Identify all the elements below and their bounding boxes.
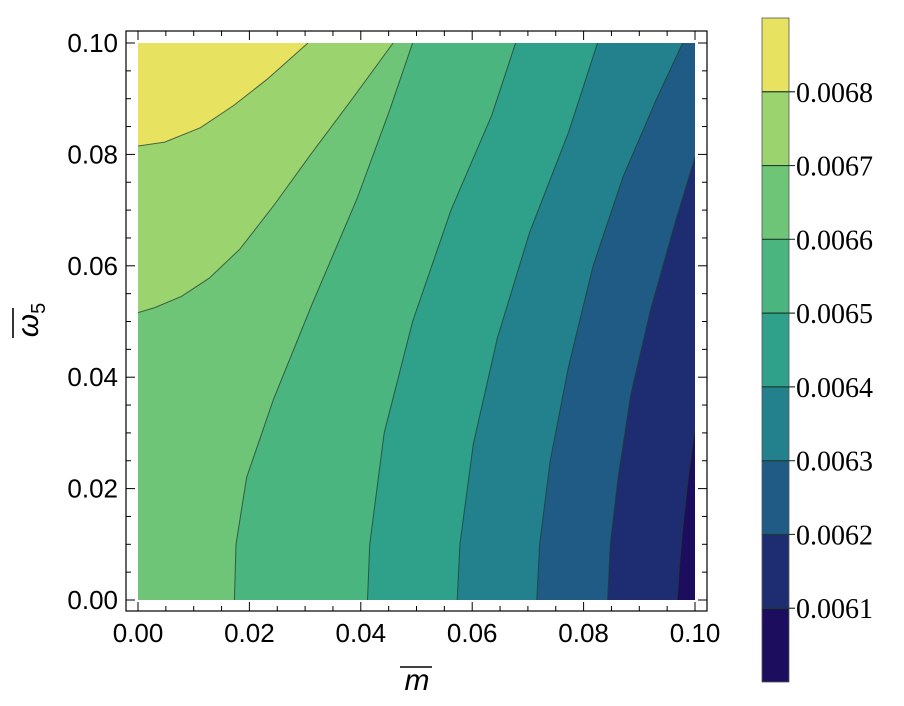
contour-line-0.0065 <box>367 43 517 600</box>
colorbar-swatch <box>762 91 789 166</box>
y-tick-label: 0.06 <box>67 251 118 281</box>
colorbar-label: 0.0061 <box>796 594 873 625</box>
colorbar-label: 0.0068 <box>796 78 873 109</box>
colorbar-swatch <box>762 239 789 314</box>
x-axis-label: m <box>405 664 430 697</box>
contour-line-0.0064 <box>456 43 598 600</box>
tick-labels: 0.00 0.02 0.04 0.06 0.08 0.10 0.00 0.02 0.04 0.06… <box>67 28 720 648</box>
colorbar-swatch <box>762 165 789 240</box>
y-tick-label: 0.10 <box>67 28 118 58</box>
y-tick-label: 0.08 <box>67 139 118 169</box>
colorbar-label: 0.0065 <box>796 299 873 330</box>
svg-text:ω5: ω5 <box>12 303 50 338</box>
contour-line-0.0062 <box>607 157 695 600</box>
colorbar-label: 0.0062 <box>796 520 873 551</box>
contour-line-0.0066 <box>233 43 414 600</box>
y-tick-label: 0.02 <box>67 474 118 504</box>
contour-band-above-0.0068 <box>138 43 308 146</box>
x-tick-label: 0.00 <box>113 618 164 648</box>
contour-line-0.0063 <box>536 43 684 600</box>
contour-lines <box>138 43 695 600</box>
x-axis-title: m <box>400 664 432 697</box>
y-axis-title: ω5 <box>12 303 50 338</box>
colorbar-swatch <box>762 460 789 535</box>
colorbar-label: 0.0063 <box>796 447 873 478</box>
colorbar-label: 0.0064 <box>796 373 873 404</box>
colorbar-label: 0.0067 <box>796 152 873 183</box>
y-axis-label-subscript: 5 <box>28 303 50 314</box>
contour-bands <box>138 43 695 600</box>
x-tick-label: 0.02 <box>224 618 275 648</box>
x-tick-label: 0.06 <box>447 618 498 648</box>
contour-line-0.0067 <box>138 43 394 314</box>
colorbar: 0.0061 0.0062 0.0063 0.0064 0.0065 0.0066 0.00… <box>761 17 873 683</box>
axis-ticks <box>126 31 707 611</box>
colorbar-label: 0.0066 <box>796 225 873 256</box>
x-tick-label: 0.08 <box>558 618 609 648</box>
colorbar-swatch <box>762 313 789 387</box>
colorbar-swatch <box>762 608 789 682</box>
colorbar-frame <box>761 17 790 683</box>
y-axis-label: ω <box>12 314 45 337</box>
contour-line-0.0061 <box>676 427 695 600</box>
y-tick-label: 0.00 <box>67 585 118 615</box>
y-tick-label: 0.04 <box>67 362 118 392</box>
colorbar-swatch <box>762 18 789 92</box>
axis-titles: m ω5 <box>12 303 432 697</box>
colorbar-swatch <box>762 534 789 609</box>
x-tick-label: 0.10 <box>670 618 721 648</box>
colorbar-swatch <box>762 386 789 461</box>
x-tick-label: 0.04 <box>335 618 386 648</box>
contour-line-0.0068 <box>138 43 309 147</box>
